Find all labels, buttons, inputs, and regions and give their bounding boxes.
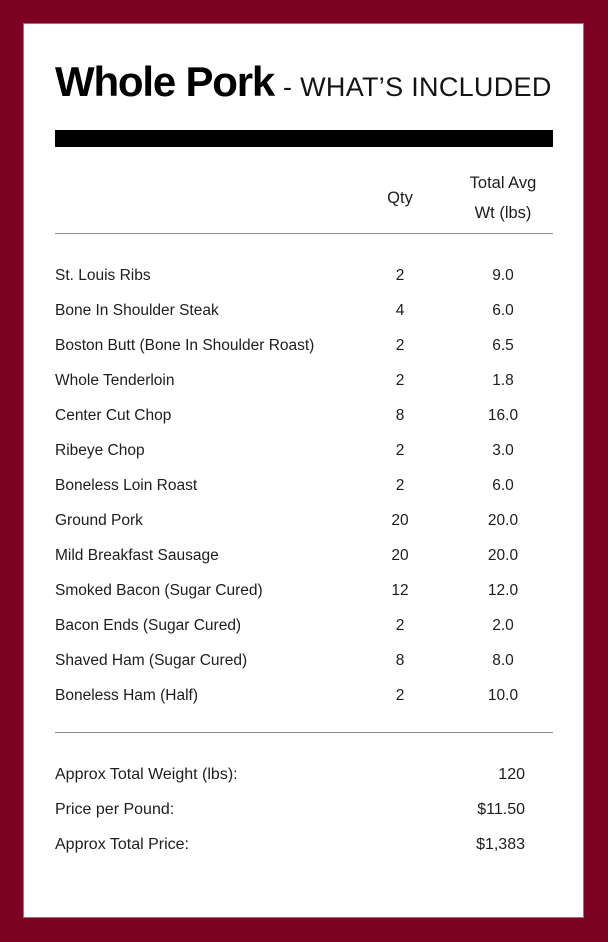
table-row: St. Louis Ribs 2 9.0: [55, 258, 553, 293]
item-qty: 2: [395, 336, 405, 354]
item-weight: 2.0: [492, 616, 514, 634]
table-row: Bone In Shoulder Steak 4 6.0: [55, 293, 553, 328]
col-header-weight-line1: Total Avg: [469, 174, 537, 192]
item-qty: 12: [391, 581, 409, 599]
item-name: Bacon Ends (Sugar Cured): [55, 616, 242, 634]
table-row: Boston Butt (Bone In Shoulder Roast) 2 6…: [55, 328, 553, 363]
content-card: Whole Pork - WHAT’S INCLUDED Qty Total A…: [24, 24, 583, 917]
item-name: Ground Pork: [55, 511, 143, 529]
item-qty: 4: [395, 301, 405, 319]
table-row: Bacon Ends (Sugar Cured) 2 2.0: [55, 608, 553, 643]
item-weight: 8.0: [492, 651, 514, 669]
table-row: Mild Breakfast Sausage 20 20.0: [55, 538, 553, 573]
summary-value: 120: [498, 765, 525, 783]
item-name: Boneless Loin Roast: [55, 476, 198, 494]
summary-label: Approx Total Weight (lbs):: [55, 765, 238, 783]
summary-section: Approx Total Weight (lbs): 120 Price per…: [55, 757, 553, 862]
item-name: Bone In Shoulder Steak: [55, 301, 219, 319]
item-name: Mild Breakfast Sausage: [55, 546, 219, 564]
item-weight: 16.0: [487, 406, 519, 424]
table-row: Ground Pork 20 20.0: [55, 503, 553, 538]
item-name: Whole Tenderloin: [55, 371, 175, 389]
divider-bar: [55, 130, 553, 147]
item-qty: 20: [391, 511, 409, 529]
col-header-weight: Total Avg Wt (lbs): [453, 168, 553, 228]
item-name: Center Cut Chop: [55, 406, 172, 424]
item-qty: 8: [395, 406, 405, 424]
item-weight: 12.0: [487, 581, 519, 599]
summary-value: $11.50: [477, 800, 525, 818]
item-name: St. Louis Ribs: [55, 266, 151, 284]
page-title: Whole Pork: [55, 58, 275, 105]
summary-row: Price per Pound: $11.50: [55, 792, 553, 827]
table-body: St. Louis Ribs 2 9.0 Bone In Shoulder St…: [55, 234, 553, 713]
item-qty: 8: [395, 651, 405, 669]
item-qty: 20: [391, 546, 409, 564]
item-qty: 2: [395, 476, 405, 494]
item-name: Boston Butt (Bone In Shoulder Roast): [55, 336, 315, 354]
summary-row: Approx Total Price: $1,383: [55, 827, 553, 862]
col-header-weight-line2: Wt (lbs): [474, 204, 532, 222]
table-row: Boneless Ham (Half) 2 10.0: [55, 678, 553, 713]
item-weight: 20.0: [487, 511, 519, 529]
item-qty: 2: [395, 686, 405, 704]
table-row: Center Cut Chop 8 16.0: [55, 398, 553, 433]
table-row: Smoked Bacon (Sugar Cured) 12 12.0: [55, 573, 553, 608]
col-header-qty: Qty: [387, 189, 413, 207]
table-row: Ribeye Chop 2 3.0: [55, 433, 553, 468]
item-weight: 1.8: [492, 371, 514, 389]
item-qty: 2: [395, 441, 405, 459]
item-qty: 2: [395, 616, 405, 634]
item-weight: 6.0: [492, 301, 514, 319]
header-rule: [55, 233, 553, 234]
page-subtitle: - WHAT’S INCLUDED: [283, 72, 552, 102]
item-qty: 2: [395, 266, 405, 284]
item-name: Boneless Ham (Half): [55, 686, 198, 704]
item-name: Shaved Ham (Sugar Cured): [55, 651, 248, 669]
table-row: Whole Tenderloin 2 1.8: [55, 363, 553, 398]
item-qty: 2: [395, 371, 405, 389]
item-weight: 20.0: [487, 546, 519, 564]
summary-row: Approx Total Weight (lbs): 120: [55, 757, 553, 792]
item-weight: 3.0: [492, 441, 514, 459]
summary-label: Price per Pound:: [55, 800, 175, 818]
item-weight: 6.0: [492, 476, 514, 494]
table-row: Shaved Ham (Sugar Cured) 8 8.0: [55, 643, 553, 678]
item-weight: 9.0: [492, 266, 514, 284]
item-name: Ribeye Chop: [55, 441, 145, 459]
item-weight: 10.0: [487, 686, 519, 704]
summary-label: Approx Total Price:: [55, 835, 189, 853]
summary-value: $1,383: [476, 835, 525, 853]
summary-rule: [55, 732, 553, 733]
item-name: Smoked Bacon (Sugar Cured): [55, 581, 263, 599]
item-weight: 6.5: [492, 336, 514, 354]
table-row: Boneless Loin Roast 2 6.0: [55, 468, 553, 503]
table-header-row: Qty Total Avg Wt (lbs): [55, 168, 553, 228]
page-header: Whole Pork - WHAT’S INCLUDED: [55, 58, 553, 108]
